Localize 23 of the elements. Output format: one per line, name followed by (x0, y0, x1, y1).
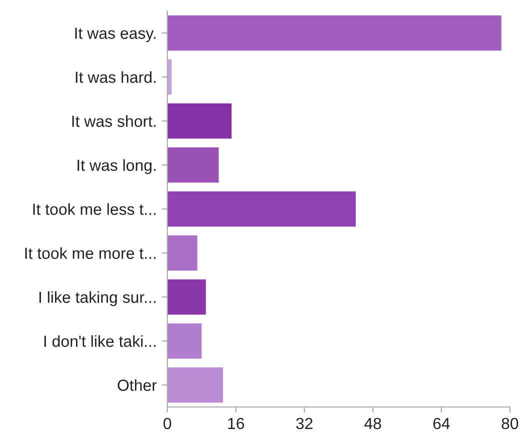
bar (167, 191, 356, 227)
bar (167, 323, 202, 359)
bar (167, 235, 198, 271)
y-tick-label: It took me less t... (33, 203, 156, 215)
y-tick-label: It took me more t... (25, 247, 156, 259)
x-tick-label: 64 (433, 418, 450, 430)
y-tick-label: It was easy. (75, 28, 156, 42)
y-tick-label: It was long. (78, 159, 156, 174)
bar (167, 15, 502, 51)
y-tick-label: Other (118, 379, 157, 391)
x-tick-label: 0 (164, 418, 172, 430)
x-tick-label: 16 (228, 418, 244, 430)
y-tick-label: It was short. (72, 115, 156, 127)
y-tick-label: It was hard. (76, 71, 156, 83)
bar (167, 147, 219, 183)
bar (167, 367, 224, 403)
y-tick-label: I don't like taki... (44, 335, 156, 347)
bar (167, 103, 232, 139)
x-tick-label: 48 (364, 418, 382, 430)
bar (167, 279, 206, 315)
x-tick-label: 32 (296, 418, 312, 430)
y-tick-label: I like taking sur... (39, 291, 156, 306)
x-tick-label: 80 (502, 418, 518, 430)
